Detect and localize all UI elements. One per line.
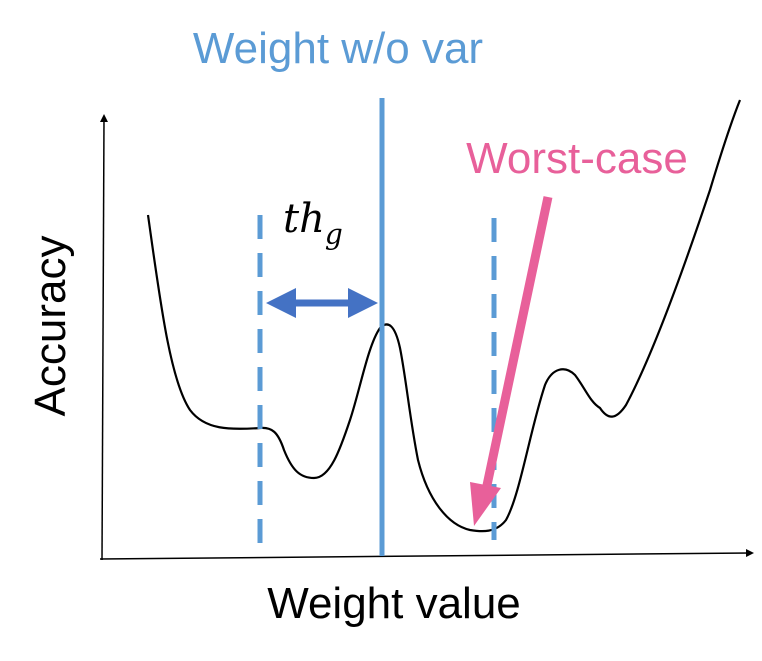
worst-case-label: Worst-case xyxy=(466,134,688,183)
x-axis-label: Weight value xyxy=(267,579,521,628)
worst-case-arrow xyxy=(470,196,553,526)
threshold-width-arrow xyxy=(266,288,378,318)
x-axis xyxy=(99,549,754,560)
threshold-label-subscript: g xyxy=(325,218,343,251)
title-label: Weight w/o var xyxy=(193,24,483,73)
accuracy-curve xyxy=(146,99,742,533)
threshold-label-base: th xyxy=(283,196,325,242)
y-axis xyxy=(99,114,108,561)
threshold-label: thg xyxy=(283,196,343,251)
y-axis-label: Accuracy xyxy=(26,236,75,417)
